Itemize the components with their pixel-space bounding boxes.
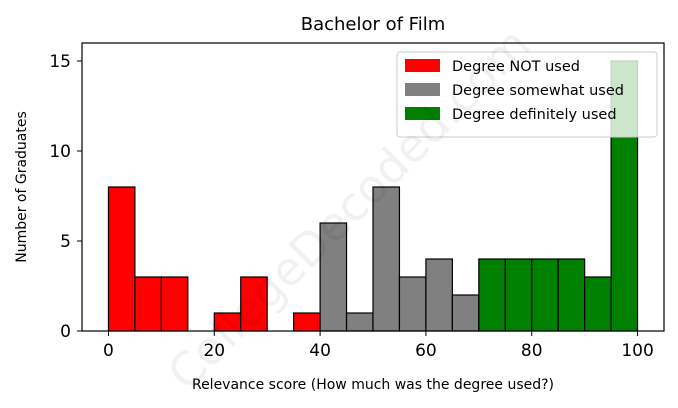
bars-group — [107, 60, 639, 332]
legend-label-2: Degree somewhat used — [452, 83, 624, 99]
bar-3-2 — [504, 258, 533, 332]
bar-2-1 — [319, 222, 348, 332]
x-axis-ticks: 0 20 40 60 80 100 — [103, 331, 654, 361]
x-tick-label: 40 — [309, 341, 331, 361]
bar-2-6 — [451, 294, 480, 332]
bar-1-1 — [107, 186, 136, 332]
chart-title: Bachelor of Film — [301, 14, 446, 35]
y-tick-label: 5 — [60, 232, 71, 252]
x-tick-label: 60 — [415, 341, 437, 361]
bar-1-2 — [134, 276, 162, 332]
x-tick-label: 20 — [203, 341, 225, 361]
x-tick-label: 100 — [621, 341, 653, 361]
legend-label-1: Degree NOT used — [452, 59, 580, 75]
legend: Degree NOT used Degree somewhat used Degre… — [396, 51, 658, 138]
legend-box — [396, 51, 658, 138]
y-tick-label: 10 — [49, 142, 71, 162]
plot-frame — [81, 42, 665, 332]
bar-3-3 — [531, 258, 559, 332]
legend-label-3: Degree definitely used — [452, 107, 617, 123]
bar-3-4 — [557, 258, 586, 332]
y-tick-label: 0 — [60, 322, 71, 342]
legend-swatch-1 — [405, 59, 440, 72]
bar-3-5 — [584, 276, 612, 332]
y-axis-label: Number of Graduates — [14, 111, 30, 263]
bar-2-2 — [345, 312, 374, 332]
bar-1-3 — [160, 276, 189, 332]
y-tick-label: 15 — [49, 52, 71, 72]
legend-swatch-2 — [405, 83, 440, 96]
x-axis-label: Relevance score (How much was the degree… — [192, 377, 554, 393]
x-tick-label: 80 — [521, 341, 543, 361]
x-tick-label: 0 — [103, 341, 114, 361]
bar-3-1 — [478, 258, 506, 332]
bar-2-4 — [398, 276, 427, 332]
legend-swatch-3 — [405, 107, 440, 120]
watermark-text: CollegeDecoded.com — [157, 17, 541, 401]
bar-2-5 — [425, 258, 453, 332]
y-axis-ticks: 0 5 10 15 — [49, 52, 82, 342]
bar-1-6 — [293, 312, 321, 332]
